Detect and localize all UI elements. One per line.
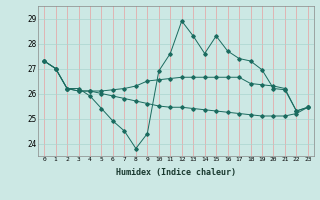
X-axis label: Humidex (Indice chaleur): Humidex (Indice chaleur) bbox=[116, 168, 236, 177]
